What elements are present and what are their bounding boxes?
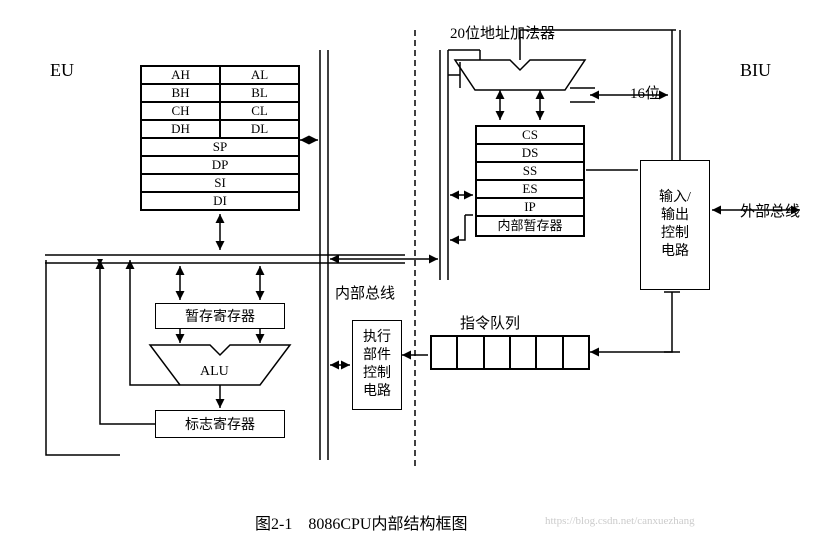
diagram-lines: ALU — [0, 0, 827, 552]
alu-text: ALU — [200, 364, 229, 379]
